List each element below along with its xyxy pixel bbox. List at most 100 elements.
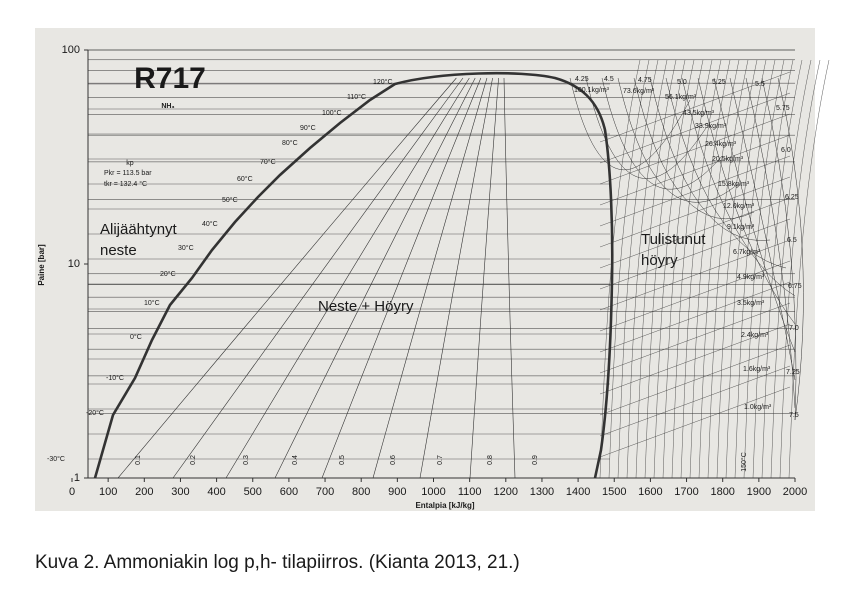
entropy-label: 4.75 [638,77,652,84]
entropy-line [713,77,796,353]
density-line [599,113,791,185]
diagram-title: R717 [134,62,206,95]
temperature-label: 120°C [373,78,393,86]
entropy-label: 5.0 [677,79,687,86]
entropy-line [761,77,797,421]
superheat-isotherm [788,59,830,479]
superheat-isotherm [689,59,731,479]
density-line [599,176,791,248]
density-line [599,197,791,269]
x-tick-label: 1100 [458,486,482,498]
quality-label: 0.7 [437,455,444,465]
region-label: Alijäähtynyt [100,221,178,238]
density-line [599,365,791,437]
entropy-label: 6.5 [787,237,797,244]
density-label: 15.8kg/m³ [718,181,750,188]
superheat-isotherm [716,59,758,479]
entropy-line [617,77,739,203]
y-tick-label: 100 [62,44,80,56]
temperature-label: -30°C [47,455,65,463]
x-tick-label: 100 [99,486,117,498]
superheat-label: 150°C [740,452,748,472]
entropy-line [777,77,804,421]
quality-label: 0.2 [190,455,197,465]
entropy-label: 5.75 [776,105,790,112]
x-tick-label: 0 [69,486,75,498]
density-label: 100.1kg/m³ [574,87,610,94]
superheat-isotherm [653,59,695,479]
quality-label: 0.4 [292,455,299,465]
x-tick-label: 1800 [710,486,734,498]
temperature-label: 30°C [178,244,194,252]
density-label: 3.5kg/m³ [737,300,765,307]
density-line [599,281,791,353]
x-tick-label: 1000 [421,486,445,498]
x-tick-label: 600 [280,486,298,498]
x-axis-label: Entalpia [kJ/kg] [415,501,474,510]
density-label: 43.5kg/m³ [683,110,715,117]
entropy-label: 7.0 [789,325,799,332]
entropy-label: 7.5 [789,412,799,419]
critical-label: kp [126,160,134,167]
density-line [599,71,791,143]
temperature-label: 90°C [300,124,316,132]
superheat-isotherm [725,59,767,479]
temperature-label: -10°C [106,374,124,382]
x-tick-label: 1200 [494,486,518,498]
x-tick-label: 300 [171,486,189,498]
quality-line [172,77,464,479]
region-label: neste [100,242,137,259]
x-tick-label: 200 [135,486,153,498]
entropy-line [601,77,723,190]
quality-line [225,77,470,479]
quality-line [117,77,457,479]
density-label: 4.9kg/m³ [737,274,765,281]
entropy-label: 7.25 [786,369,800,376]
quality-label: 0.5 [339,455,346,465]
density-line [599,302,791,374]
superheat-isotherm [698,59,740,479]
density-label: 6.7kg/m³ [733,249,761,256]
superheat-isotherm [707,59,749,479]
temperature-label: 50°C [222,196,238,204]
superheat-isotherm [770,59,812,479]
entropy-line [697,77,796,325]
entropy-line [745,77,796,409]
temperature-label: 20°C [160,270,176,278]
entropy-label: 6.25 [785,194,799,201]
density-line [599,239,791,311]
region-label: Neste + Höyry [318,298,414,315]
superheat-isotherm [617,59,659,479]
quality-line [469,77,499,479]
temperature-label: 100°C [322,109,342,117]
density-line [599,218,791,290]
x-tick-label: 1700 [674,486,698,498]
quality-label: 0.6 [390,455,397,465]
superheat-isotherm [671,59,713,479]
temperature-label: 40°C [202,220,218,228]
photo-background [35,28,815,511]
y-tick-label: 1 [74,472,80,484]
x-tick-label: 1900 [747,486,771,498]
entropy-label: 5.25 [712,79,726,86]
x-tick-label: 700 [316,486,334,498]
temperature-label: 10°C [144,299,160,307]
region-label: Tulistunut [641,231,706,248]
superheat-isotherm [608,59,650,479]
density-label: 9.1kg/m³ [727,224,755,231]
entropy-line [649,77,771,241]
x-tick-label: 1400 [566,486,590,498]
density-label: 33.9kg/m³ [695,123,727,130]
superheat-isotherm [779,59,821,479]
quality-line [419,77,493,479]
superheat-isotherm [626,59,668,479]
critical-pressure: Pkr = 113.5 bar [104,170,152,177]
y-axis-label: Paine [bar] [37,244,46,286]
temperature-label: 70°C [260,158,276,166]
x-tick-label: 1600 [638,486,662,498]
density-line [599,260,791,332]
quality-label: 0.9 [532,455,539,465]
temperature-label: 110°C [347,93,366,101]
temperature-label: -20°C [86,409,104,417]
superheat-isotherm [743,59,785,479]
